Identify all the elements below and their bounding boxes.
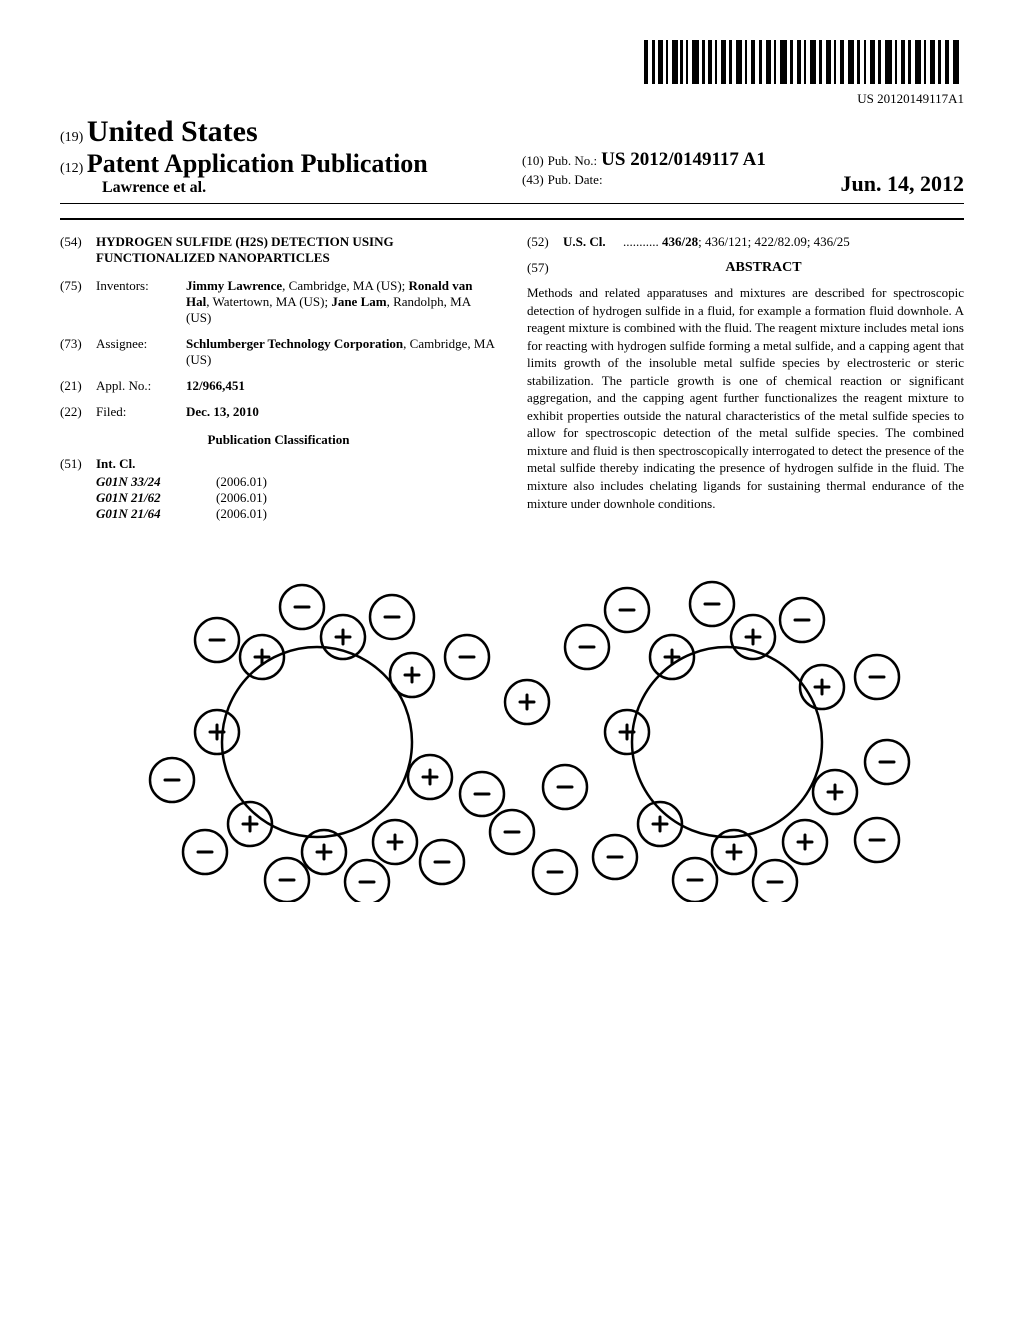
intcl-0-year: (2006.01) [216,474,267,490]
barcode-section: US 20120149117A1 [60,40,964,107]
assignee-label: Assignee: [96,336,186,368]
inventors-label: Inventors: [96,278,186,326]
intcl-1-code: G01N 21/62 [96,490,216,506]
inventors-code: (75) [60,278,96,326]
authors: Lawrence et al. [60,179,502,197]
uscl-value: ........... 436/28; 436/121; 422/82.09; … [623,234,964,250]
pub-type-code: (12) [60,161,83,176]
pub-no-label: Pub. No.: [548,153,597,168]
abstract-heading: ABSTRACT [563,260,964,276]
abstract-code: (57) [527,260,563,284]
barcode-number: US 20120149117A1 [60,91,964,107]
intcl-2-year: (2006.01) [216,506,267,522]
divider [60,218,964,220]
header: (19) United States (12) Patent Applicati… [60,115,964,204]
invention-title: HYDROGEN SULFIDE (H2S) DETECTION USING F… [96,234,497,266]
filed-code: (22) [60,404,96,420]
appl-label: Appl. No.: [96,378,186,394]
uscl-code: (52) [527,234,563,250]
filed-value: Dec. 13, 2010 [186,404,497,420]
right-column: (52) U.S. Cl. ........... 436/28; 436/12… [527,234,964,522]
pub-no-value: US 2012/0149117 A1 [601,149,766,170]
pub-date-value: Jun. 14, 2012 [841,171,964,197]
intcl-0-code: G01N 33/24 [96,474,216,490]
left-column: (54) HYDROGEN SULFIDE (H2S) DETECTION US… [60,234,497,522]
assignee-value: Schlumberger Technology Corporation, Cam… [186,336,497,368]
intcl-label: Int. Cl. [96,456,135,472]
intcl-table: G01N 33/24(2006.01) G01N 21/62(2006.01) … [96,474,497,522]
body-columns: (54) HYDROGEN SULFIDE (H2S) DETECTION US… [60,234,964,522]
inventors-value: Jimmy Lawrence, Cambridge, MA (US); Rona… [186,278,497,326]
country-name: United States [87,115,258,148]
intcl-1-year: (2006.01) [216,490,267,506]
figure [60,562,964,907]
country-code: (19) [60,130,83,145]
classification-heading: Publication Classification [60,432,497,448]
intcl-2-code: G01N 21/64 [96,506,216,522]
appl-value: 12/966,451 [186,378,497,394]
abstract-text: Methods and related apparatuses and mixt… [527,284,964,512]
title-code: (54) [60,234,96,266]
uscl-label: U.S. Cl. [563,234,623,250]
filed-label: Filed: [96,404,186,420]
assignee-code: (73) [60,336,96,368]
intcl-code: (51) [60,456,96,472]
barcode-graphic [644,40,964,89]
pub-date-code: (43) [522,172,544,187]
pub-no-code: (10) [522,153,544,168]
appl-code: (21) [60,378,96,394]
pub-type: Patent Application Publication [87,149,428,178]
pub-date-label: Pub. Date: [548,172,603,187]
